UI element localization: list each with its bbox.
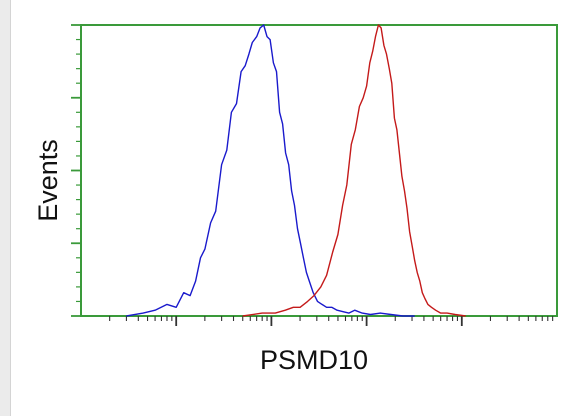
flow-cytometry-figure: PSMD10 Events [10, 0, 576, 416]
axis-ticks [71, 24, 554, 326]
y-axis-title: Events [33, 139, 63, 222]
series-layer [126, 24, 466, 317]
series-line-2 [242, 24, 466, 317]
histogram-chart: PSMD10 Events [33, 24, 558, 375]
x-axis-title: PSMD10 [260, 345, 368, 375]
plot-frame [80, 24, 558, 317]
series-line-1 [126, 24, 415, 317]
